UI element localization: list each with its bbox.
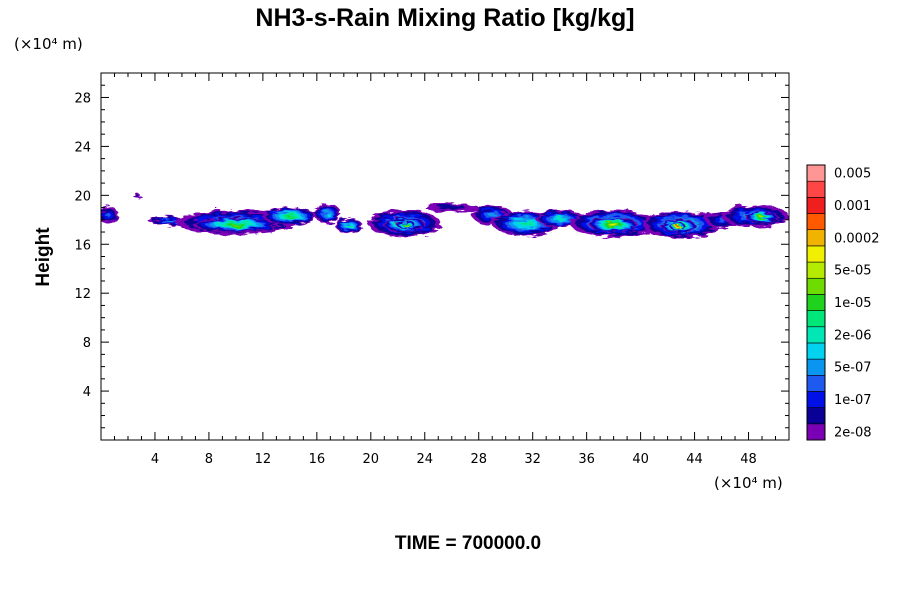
x-tick-label: 28 bbox=[470, 452, 487, 467]
y-tick-label: 28 bbox=[74, 91, 91, 106]
colorbar-swatch bbox=[806, 164, 826, 182]
y-tick-label: 24 bbox=[74, 140, 91, 155]
chart-title: NH3-s-Rain Mixing Ratio [kg/kg] bbox=[255, 4, 634, 32]
colorbar-swatch bbox=[806, 391, 826, 408]
field-contour bbox=[611, 224, 616, 226]
colorbar: 2e-08 1e-07 5e-07 2e-06 1e-05 5e-05 0.0002 0.00… bbox=[806, 164, 880, 441]
colorbar-swatch bbox=[806, 326, 826, 344]
colorbar-swatch bbox=[806, 342, 826, 360]
y-tick-label: 20 bbox=[74, 189, 91, 204]
colorbar-swatch bbox=[806, 407, 826, 425]
x-tick-label: 32 bbox=[524, 452, 541, 467]
x-tick-label: 40 bbox=[632, 452, 649, 467]
field-contour bbox=[105, 212, 111, 218]
colorbar-label: 1e-05 bbox=[834, 296, 872, 311]
y-axis: 4 8 12 16 20 24 28 bbox=[74, 84, 789, 429]
field-contour bbox=[347, 224, 351, 227]
field-contour bbox=[286, 215, 293, 218]
x-tick-label: 8 bbox=[205, 452, 213, 467]
field-contour bbox=[521, 221, 531, 225]
field-contour bbox=[405, 224, 407, 226]
y-tick-label: 4 bbox=[83, 385, 91, 400]
field-contour bbox=[676, 225, 678, 227]
field-contour bbox=[488, 212, 497, 217]
field-contour bbox=[556, 217, 564, 220]
colorbar-label: 5e-05 bbox=[834, 264, 872, 279]
colorbar-label: 1e-07 bbox=[834, 393, 872, 408]
x-axis-unit: (×10⁴ m) bbox=[714, 474, 783, 492]
mixing-ratio-field bbox=[101, 194, 789, 239]
colorbar-label: 0.005 bbox=[834, 167, 871, 182]
x-axis: 4 8 12 16 20 24 28 32 36 40 44 48 bbox=[113, 73, 777, 467]
colorbar-label: 2e-08 bbox=[834, 425, 872, 440]
plot-area bbox=[101, 73, 789, 440]
y-axis-label: Height bbox=[33, 227, 54, 287]
colorbar-swatch bbox=[806, 423, 826, 441]
colorbar-swatch bbox=[806, 261, 826, 279]
colorbar-swatch bbox=[806, 310, 826, 328]
y-tick-label: 16 bbox=[74, 238, 91, 253]
x-tick-label: 24 bbox=[416, 452, 433, 467]
colorbar-frame bbox=[806, 164, 826, 441]
field-contour bbox=[325, 212, 330, 216]
colorbar-swatch bbox=[806, 197, 826, 214]
x-tick-label: 4 bbox=[151, 452, 159, 467]
x-tick-label: 44 bbox=[686, 452, 703, 467]
x-tick-label: 20 bbox=[363, 452, 380, 467]
colorbar-swatch bbox=[806, 277, 826, 295]
field-contour bbox=[760, 216, 764, 218]
y-tick-label: 8 bbox=[83, 336, 91, 351]
x-tick-label: 12 bbox=[255, 452, 272, 467]
colorbar-label: 2e-06 bbox=[834, 328, 872, 343]
field-contour bbox=[231, 223, 241, 226]
colorbar-label: 0.001 bbox=[834, 199, 871, 214]
y-tick-label: 12 bbox=[74, 287, 91, 302]
colorbar-swatch bbox=[806, 294, 826, 311]
colorbar-swatch bbox=[806, 245, 826, 263]
y-axis-unit: (×10⁴ m) bbox=[14, 35, 83, 53]
field-contour bbox=[164, 220, 173, 222]
time-label: TIME = 700000.0 bbox=[395, 533, 541, 554]
x-tick-label: 48 bbox=[740, 452, 757, 467]
field-contour bbox=[135, 195, 140, 198]
x-tick-label: 36 bbox=[578, 452, 595, 467]
colorbar-swatch bbox=[806, 374, 826, 392]
colorbar-label: 5e-07 bbox=[834, 361, 872, 376]
colorbar-swatch bbox=[806, 229, 826, 247]
colorbar-swatch bbox=[806, 180, 826, 198]
x-tick-label: 16 bbox=[309, 452, 326, 467]
colorbar-swatch bbox=[806, 358, 826, 376]
colorbar-label: 0.0002 bbox=[834, 231, 880, 246]
field-contour bbox=[438, 205, 466, 210]
colorbar-swatch bbox=[806, 213, 826, 231]
